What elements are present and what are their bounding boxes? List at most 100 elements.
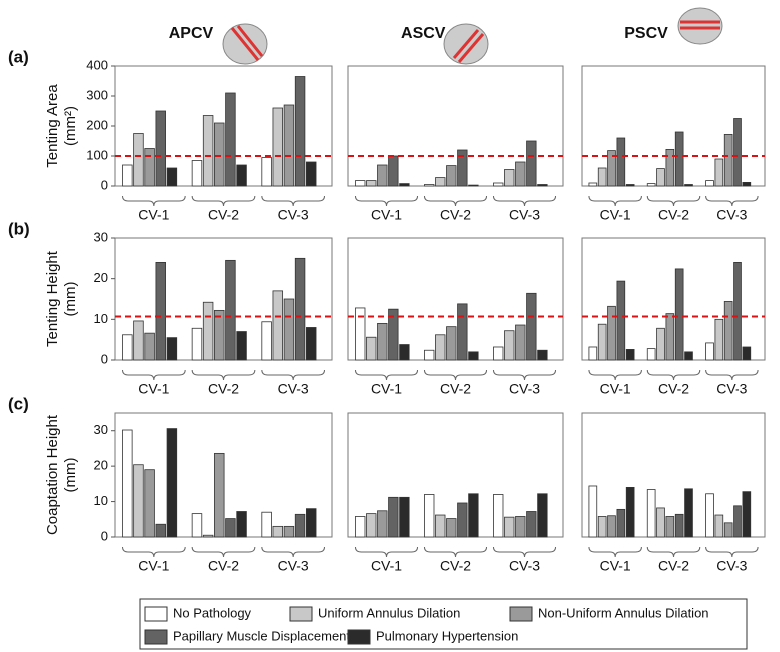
bar [646, 183, 656, 187]
bar [399, 496, 410, 538]
x-tick-label: CV-3 [509, 207, 540, 223]
bar [597, 323, 607, 361]
bar [133, 133, 144, 187]
x-tick-label: CV-2 [658, 558, 689, 574]
bar [191, 160, 203, 187]
bar [684, 184, 693, 187]
bar [306, 327, 317, 361]
bar [144, 332, 155, 361]
bar [526, 292, 537, 361]
legend-label: Papillary Muscle Displacement [173, 628, 350, 643]
bar [607, 515, 616, 538]
bar [366, 180, 377, 187]
x-tick-label: CV-2 [208, 558, 239, 574]
bar [468, 184, 479, 187]
bar [714, 158, 724, 187]
x-tick-label: CV-3 [716, 558, 747, 574]
legend-label: Non-Uniform Annulus Dilation [538, 605, 709, 620]
bar [742, 181, 752, 187]
bar [399, 183, 410, 187]
y-axis-label: (mm) [62, 282, 79, 317]
group-brace [191, 546, 256, 558]
bar [656, 507, 665, 538]
bar [272, 107, 284, 187]
bar [468, 493, 479, 538]
bar [537, 493, 548, 538]
bar [457, 149, 468, 187]
bar [202, 115, 214, 187]
x-tick-label: CV-1 [138, 558, 169, 574]
bar [607, 305, 616, 361]
bar [742, 346, 752, 361]
legend-label: Uniform Annulus Dilation [318, 605, 460, 620]
bar [236, 511, 247, 538]
bar [355, 307, 366, 361]
y-tick-label: 0 [101, 177, 108, 192]
bar [399, 344, 410, 361]
bar [283, 104, 295, 187]
bar [283, 525, 295, 538]
bar [457, 502, 468, 538]
bar [515, 324, 526, 361]
y-tick-label: 10 [94, 311, 108, 326]
group-brace [492, 546, 557, 558]
bar [424, 349, 435, 361]
x-tick-label: CV-1 [371, 558, 402, 574]
bar [191, 513, 203, 538]
group-brace [121, 369, 186, 381]
bar [733, 261, 742, 361]
x-tick-label: CV-2 [658, 207, 689, 223]
x-tick-label: CV-3 [716, 207, 747, 223]
bar [155, 110, 166, 187]
bar [714, 318, 724, 361]
bar [133, 464, 144, 538]
bar [656, 168, 665, 187]
bar [294, 257, 306, 361]
bar [122, 164, 133, 187]
bar [616, 508, 626, 538]
bar [166, 428, 178, 538]
bar [144, 469, 155, 538]
column-title: APCV [169, 25, 214, 42]
bar [597, 167, 607, 187]
row-label: (b) [8, 219, 30, 238]
bar [377, 510, 388, 538]
x-tick-label: CV-2 [440, 381, 471, 397]
group-brace [354, 369, 419, 381]
bar [665, 148, 675, 187]
bar [597, 516, 607, 538]
group-brace [354, 195, 419, 207]
bar [537, 349, 548, 361]
bar [723, 522, 733, 538]
group-brace [121, 195, 186, 207]
bar [166, 167, 178, 187]
bar [144, 148, 155, 187]
bar [646, 489, 656, 538]
bar [155, 261, 166, 361]
column-title: ASCV [401, 25, 446, 42]
bar [665, 516, 675, 538]
legend-box [139, 598, 748, 650]
bar [294, 76, 306, 187]
y-tick-label: 0 [101, 528, 108, 543]
legend-label: Pulmonary Hypertension [376, 628, 518, 643]
x-tick-label: CV-1 [600, 207, 631, 223]
x-tick-label: CV-3 [716, 381, 747, 397]
y-axis-label: (mm²) [62, 106, 79, 146]
y-axis-label: (mm) [62, 458, 79, 493]
bar [656, 327, 665, 361]
group-brace [646, 369, 701, 381]
bar [122, 429, 133, 538]
y-tick-label: 30 [94, 229, 108, 244]
legend-swatch [347, 629, 371, 645]
bar [377, 322, 388, 361]
y-axis-label: Tenting Height [44, 250, 61, 347]
bar [261, 157, 272, 187]
bar [435, 334, 446, 361]
row-label: (c) [8, 394, 29, 413]
bar [705, 342, 714, 361]
group-brace [261, 195, 326, 207]
bar [306, 161, 317, 187]
x-tick-label: CV-3 [509, 381, 540, 397]
group-brace [705, 195, 759, 207]
